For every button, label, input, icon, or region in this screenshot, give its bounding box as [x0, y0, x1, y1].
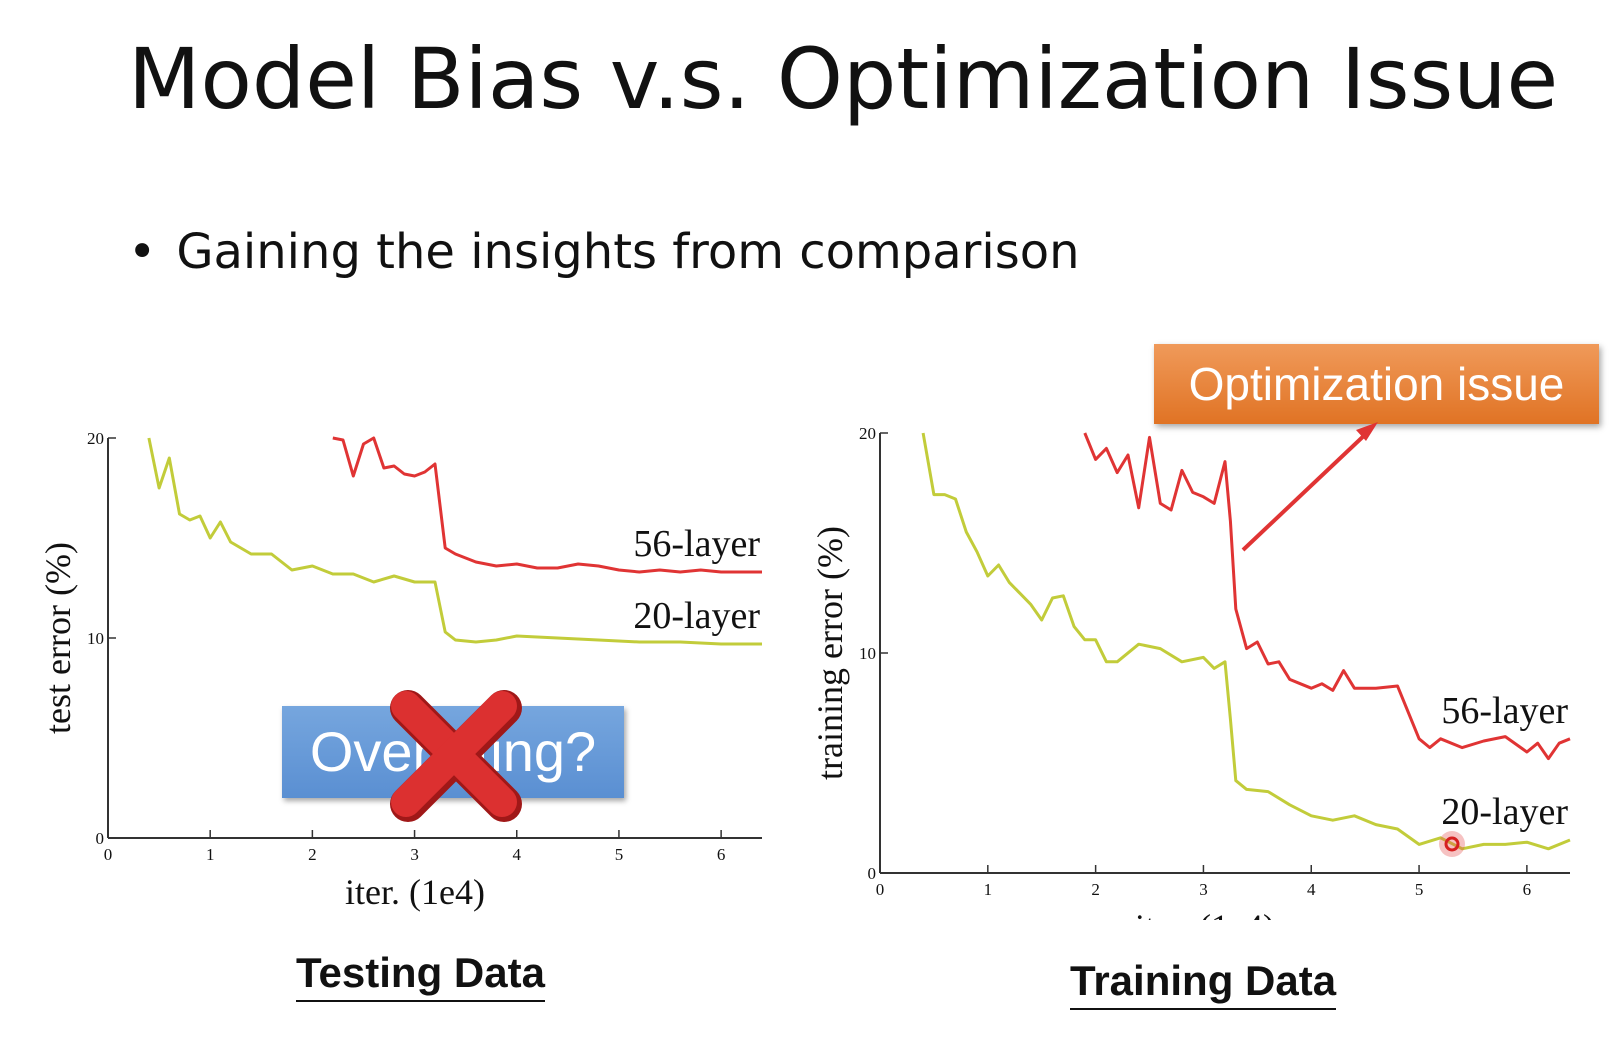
series-line-56-layer: [332, 436, 762, 574]
x-tick-label: 3: [410, 845, 419, 864]
x-tick-label: 2: [1091, 880, 1100, 899]
series-label-56-layer: 56-layer: [633, 523, 760, 565]
x-tick-label: 0: [104, 845, 113, 864]
bullet-dot: •: [128, 224, 157, 280]
y-tick-label: 0: [96, 829, 105, 848]
x-tick-label: 5: [615, 845, 624, 864]
y-tick-label: 0: [868, 864, 877, 883]
y-axis-label: training error (%): [810, 526, 850, 780]
series-label-56-layer: 56-layer: [1441, 690, 1568, 732]
x-tick-label: 6: [1523, 880, 1532, 899]
x-axis-label: iter. (1e4): [345, 872, 485, 912]
x-tick-label: 5: [1415, 880, 1424, 899]
x-tick-label: 0: [876, 880, 885, 899]
x-tick-label: 1: [984, 880, 993, 899]
series-label-20-layer: 20-layer: [1441, 791, 1568, 833]
x-tick-label: 1: [206, 845, 215, 864]
series-line-20-layer: [147, 437, 762, 646]
bullet-point: • Gaining the insights from comparison: [128, 224, 1080, 280]
bullet-text: Gaining the insights from comparison: [176, 224, 1080, 280]
y-tick-label: 20: [859, 424, 876, 443]
optimization-callout: Optimization issue: [1154, 344, 1599, 424]
x-tick-label: 4: [1307, 880, 1316, 899]
series-label-20-layer: 20-layer: [633, 595, 760, 637]
x-tick-label: 3: [1199, 880, 1208, 899]
training-chart: 0 1 2 3 4 5 6 0 10 20 iter. (1e4) training error (%…: [810, 424, 1571, 920]
cross-icon: [390, 690, 522, 822]
x-tick-label: 4: [513, 845, 522, 864]
testing-chart: 0 1 2 3 4 5 6 0 10 20 iter. (1e4) test error (%) 56…: [38, 429, 762, 912]
x-tick-label: 6: [717, 845, 726, 864]
x-axis-label: iter. (1e4): [1135, 907, 1275, 920]
y-tick-label: 10: [87, 629, 104, 648]
series-line-20-layer: [921, 432, 1571, 851]
training-caption: Training Data: [1070, 956, 1337, 1010]
y-tick-label: 10: [859, 644, 876, 663]
testing-caption: Testing Data: [296, 948, 545, 1002]
slide-title: Model Bias v.s. Optimization Issue: [128, 30, 1559, 128]
x-tick-label: 2: [308, 845, 317, 864]
y-axis-label: test error (%): [38, 542, 78, 734]
y-tick-label: 20: [87, 429, 104, 448]
series-line-56-layer: [1083, 432, 1571, 761]
